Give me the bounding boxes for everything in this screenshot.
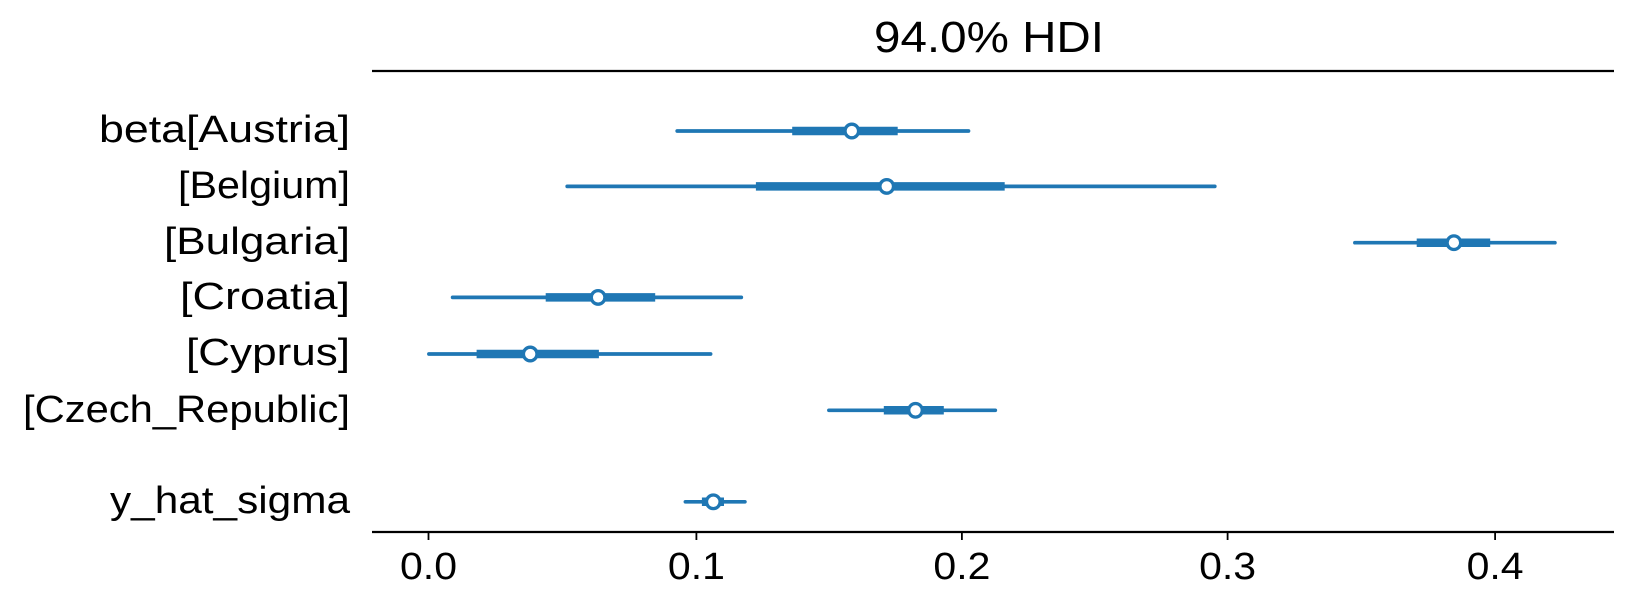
svg-text:y_hat_sigma: y_hat_sigma [110,480,351,522]
svg-text:[Belgium]: [Belgium] [178,165,350,207]
svg-text:beta[Austria]: beta[Austria] [99,109,350,151]
svg-text:0.1: 0.1 [668,546,725,588]
svg-text:[Czech_Republic]: [Czech_Republic] [23,389,350,431]
svg-text:[Bulgaria]: [Bulgaria] [164,221,350,263]
svg-text:0.0: 0.0 [400,546,457,588]
svg-text:[Cyprus]: [Cyprus] [186,332,350,374]
svg-text:0.4: 0.4 [1467,546,1524,588]
svg-text:94.0% HDI: 94.0% HDI [874,13,1104,62]
svg-text:0.3: 0.3 [1199,546,1256,588]
svg-text:0.2: 0.2 [933,546,990,588]
svg-text:[Croatia]: [Croatia] [180,276,350,318]
